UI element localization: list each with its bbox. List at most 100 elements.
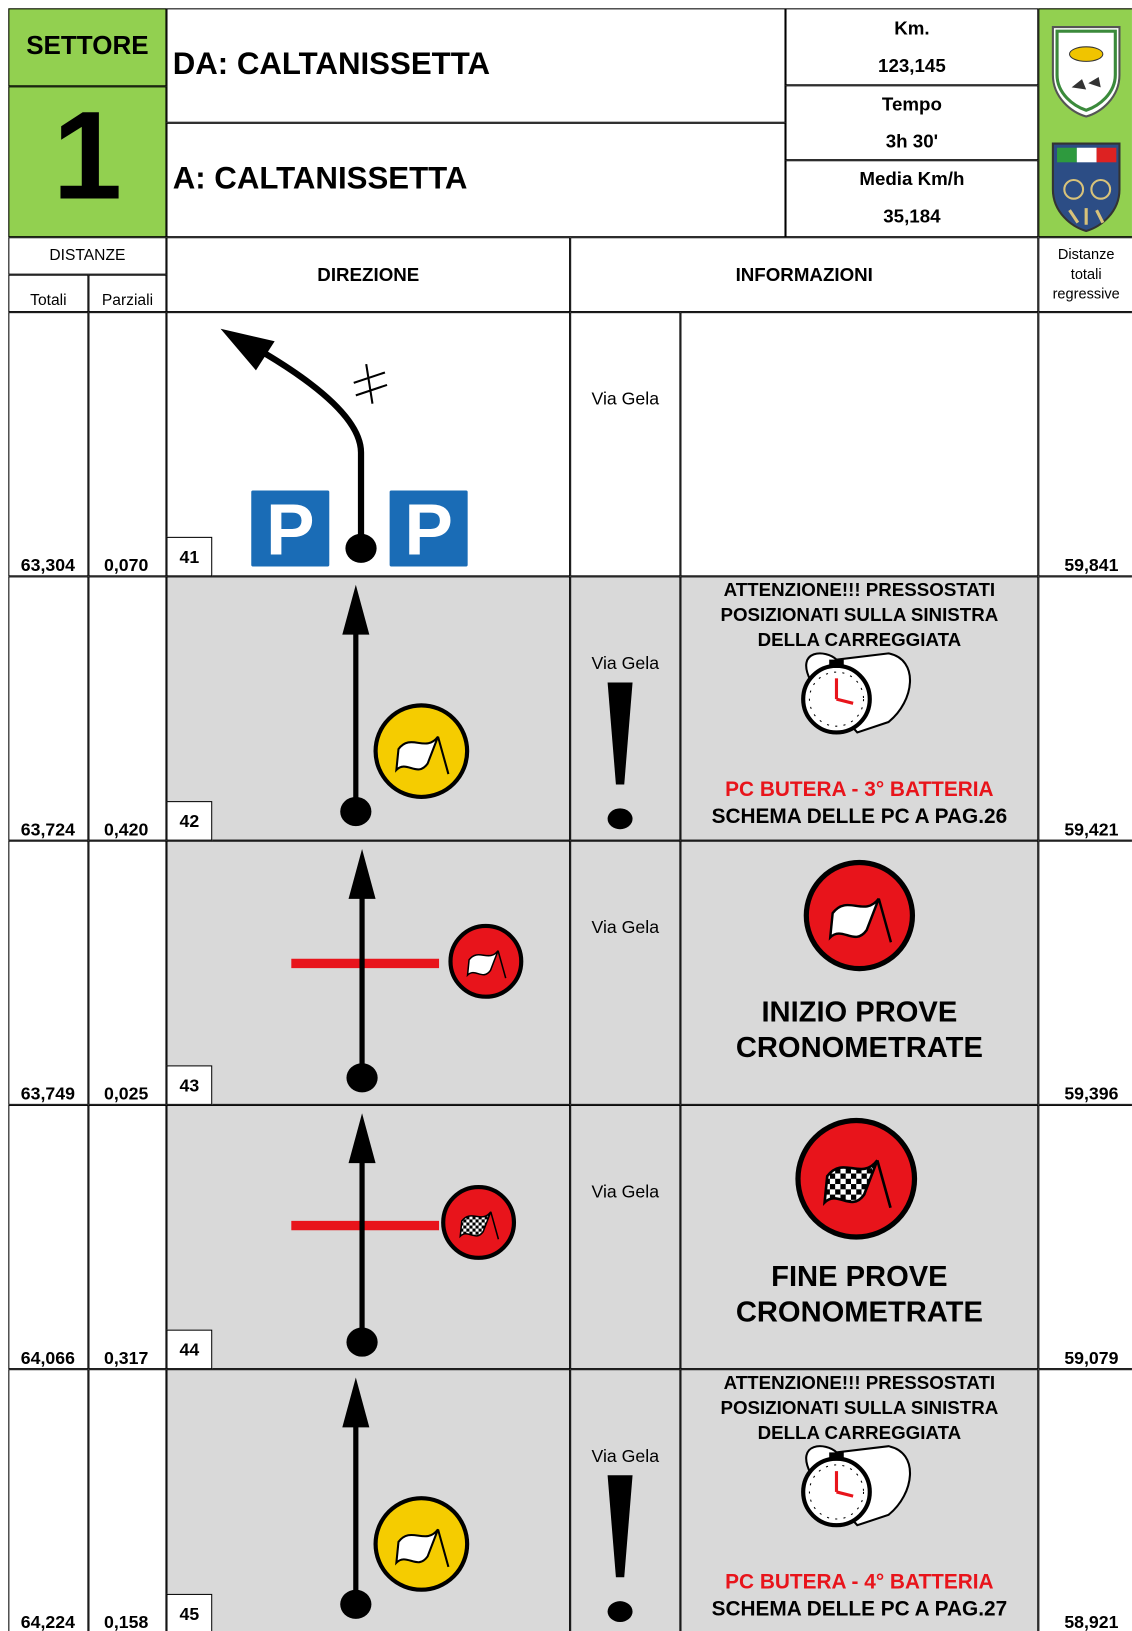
cell bbox=[8, 840, 89, 1105]
logo-asi bbox=[1047, 139, 1126, 233]
cell bbox=[8, 576, 89, 841]
cell bbox=[166, 122, 786, 238]
direction-diagram-graphic bbox=[291, 1113, 517, 1357]
note-number: 42 bbox=[179, 811, 200, 832]
total-distance: 64,224 bbox=[20, 1612, 75, 1631]
total-distance: 63,724 bbox=[20, 819, 75, 840]
cell bbox=[8, 312, 89, 577]
total-distance: 63,304 bbox=[20, 555, 75, 576]
note-number-box bbox=[166, 801, 213, 841]
cell bbox=[570, 1104, 681, 1370]
information-header: INFORMAZIONI bbox=[735, 264, 873, 286]
warning-mark-graphic bbox=[607, 1475, 633, 1622]
info-warning: DELLA CARREGGIATA bbox=[757, 629, 962, 651]
cell bbox=[1038, 576, 1132, 841]
cell bbox=[8, 1369, 89, 1631]
regressive-distance: 58,921 bbox=[1064, 1612, 1119, 1631]
from-title: DA: CALTANISSETTA bbox=[172, 46, 490, 82]
cell bbox=[88, 576, 167, 841]
cell bbox=[166, 576, 571, 841]
info-headline: CRONOMETRATE bbox=[735, 1295, 983, 1328]
svg-text:P: P bbox=[404, 490, 453, 571]
cell bbox=[1038, 1369, 1132, 1631]
cell bbox=[166, 8, 786, 123]
street-name: Via Gela bbox=[591, 653, 660, 674]
info-warning: POSIZIONATI SULLA SINISTRA bbox=[720, 1397, 999, 1419]
direction-diagram-graphic bbox=[291, 848, 524, 1093]
cell bbox=[166, 312, 571, 577]
header-speed-value: 35,184 bbox=[883, 205, 941, 227]
info-warning: ATTENZIONE!!! PRESSOSTATI bbox=[723, 579, 996, 601]
note-number-box bbox=[166, 536, 213, 577]
info-line: SCHEMA DELLE PC A PAG.27 bbox=[711, 1598, 1008, 1621]
warning-mark bbox=[570, 576, 680, 840]
direction-diagram bbox=[166, 576, 570, 840]
header-km-value: 123,145 bbox=[878, 55, 946, 76]
info-line: SCHEMA DELLE PC A PAG.26 bbox=[711, 805, 1008, 829]
cell bbox=[570, 312, 681, 577]
cell bbox=[1038, 312, 1132, 577]
sector-number: 1 bbox=[52, 86, 123, 226]
cell bbox=[88, 312, 167, 577]
info-line: PC BUTERA - 3° BATTERIA bbox=[725, 778, 994, 802]
cell bbox=[1038, 840, 1132, 1105]
direction-diagram-graphic bbox=[340, 584, 470, 827]
note-number: 44 bbox=[179, 1340, 200, 1360]
cell bbox=[785, 85, 1039, 161]
warning-mark-graphic bbox=[607, 682, 633, 830]
direction-diagram bbox=[166, 1105, 570, 1369]
partial-distance: 0,070 bbox=[104, 555, 149, 576]
info-warning: ATTENZIONE!!! PRESSOSTATI bbox=[723, 1372, 996, 1394]
distances-header: DISTANZE bbox=[49, 246, 126, 265]
info-icon-graphic bbox=[801, 1445, 911, 1528]
regressive-distance: 59,421 bbox=[1064, 819, 1119, 840]
cell bbox=[1038, 1104, 1132, 1370]
partial-distance: 0,317 bbox=[104, 1348, 149, 1369]
cell bbox=[680, 312, 1039, 577]
cell bbox=[570, 840, 681, 1105]
header-speed-label: Media Km/h bbox=[859, 168, 965, 190]
regressive-distance: 59,079 bbox=[1064, 1348, 1119, 1369]
info-headline: FINE PROVE bbox=[771, 1259, 948, 1293]
regressive-header: Distanze bbox=[1057, 245, 1115, 263]
logo-asi-graphic bbox=[1051, 142, 1121, 233]
to-title: A: CALTANISSETTA bbox=[172, 161, 468, 196]
partial-distance: 0,025 bbox=[104, 1084, 149, 1104]
cell bbox=[88, 1104, 167, 1370]
cell bbox=[785, 8, 1039, 86]
cell bbox=[88, 840, 167, 1105]
note-number-box bbox=[166, 1065, 213, 1105]
info-icon bbox=[680, 576, 1038, 840]
total-distance: 64,066 bbox=[20, 1348, 75, 1369]
info-icon bbox=[680, 841, 1038, 1105]
warning-mark bbox=[570, 1369, 680, 1631]
direction-diagram-graphic: P P bbox=[220, 328, 471, 571]
cell bbox=[166, 237, 571, 313]
cell bbox=[88, 1369, 167, 1631]
info-icon bbox=[680, 1105, 1038, 1369]
note-number-box bbox=[166, 1593, 213, 1631]
cell bbox=[88, 274, 167, 313]
info-line: PC BUTERA - 4° BATTERIA bbox=[725, 1571, 994, 1594]
regressive-header: regressive bbox=[1052, 285, 1120, 302]
partials-header: Parziali bbox=[101, 291, 154, 309]
cell bbox=[570, 237, 1039, 313]
info-icon bbox=[680, 1369, 1038, 1631]
direction-diagram bbox=[166, 1369, 570, 1631]
note-number: 45 bbox=[179, 1604, 200, 1625]
info-headline: CRONOMETRATE bbox=[735, 1031, 983, 1064]
regressive-distance: 59,396 bbox=[1064, 1084, 1119, 1104]
cell bbox=[8, 274, 89, 313]
note-number-box bbox=[166, 1329, 213, 1370]
cell bbox=[8, 8, 167, 87]
direction-diagram: P P bbox=[166, 312, 570, 576]
header-km-label: Km. bbox=[894, 17, 930, 39]
direction-diagram-graphic bbox=[340, 1377, 470, 1619]
note-number: 43 bbox=[179, 1075, 200, 1096]
total-distance: 63,749 bbox=[20, 1084, 75, 1104]
direction-header: DIREZIONE bbox=[317, 264, 420, 286]
cell bbox=[1038, 237, 1132, 313]
cell bbox=[8, 86, 167, 238]
logo-club-graphic bbox=[1051, 26, 1121, 118]
